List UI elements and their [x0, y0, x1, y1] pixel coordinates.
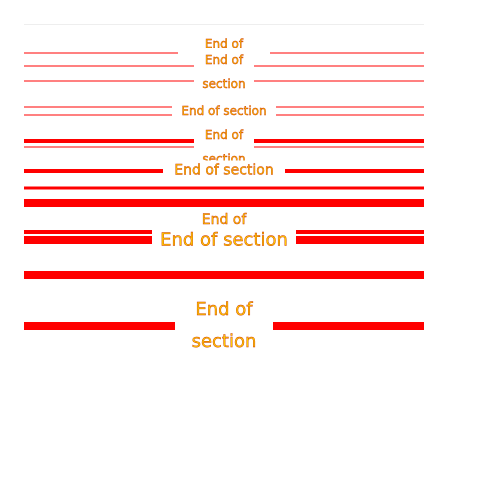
section-divider-3: End of section: [24, 102, 424, 120]
divider-label: End of section: [152, 226, 296, 254]
divider-rule: [24, 198, 424, 207]
divider-label: End of section: [163, 160, 285, 182]
section-divider-2: End of section: [24, 48, 424, 96]
section-divider-9: [24, 266, 424, 284]
divider-rule: [24, 271, 424, 279]
section-divider-5: End of section: [24, 160, 424, 182]
divider-label: End of section: [172, 102, 276, 120]
divider-label: End of section: [175, 294, 273, 358]
section-divider-6: [24, 184, 424, 208]
section-divider-4: End of section: [24, 123, 424, 171]
top-faint-line: [24, 24, 424, 25]
section-divider-8: End of section: [24, 226, 424, 254]
divider-rule: [24, 186, 424, 190]
divider-label: End of section: [194, 48, 254, 96]
section-divider-10: End of section: [24, 294, 424, 358]
